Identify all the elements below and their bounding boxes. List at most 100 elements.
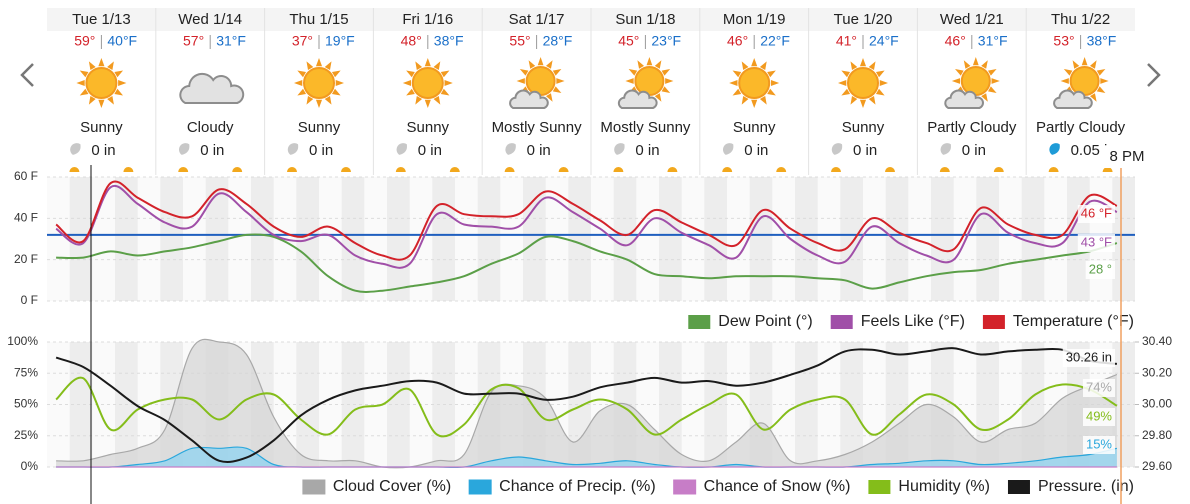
y-tick-label: 25% — [14, 428, 38, 442]
condition: Sunny — [733, 119, 776, 136]
sun-ray — [1060, 78, 1069, 84]
plot-stripe — [976, 342, 999, 467]
sun-ray — [519, 69, 529, 76]
high-temp: 46° — [727, 33, 748, 49]
y-tick-label: 50% — [14, 397, 38, 411]
sun-ray — [433, 95, 441, 105]
sun-ray — [879, 79, 888, 87]
sun-ray — [741, 95, 749, 105]
sun-ray — [859, 58, 867, 67]
plot-stripe — [69, 177, 93, 301]
end-label: 46 °F — [1081, 205, 1112, 220]
legend-swatch — [982, 315, 1005, 329]
sun-ray — [545, 60, 553, 69]
end-label-bg — [1077, 234, 1115, 252]
sun-ray — [665, 78, 674, 84]
cloud-icon — [1053, 89, 1093, 109]
sunset-icon — [993, 167, 1004, 172]
sunrise-icon — [504, 167, 515, 172]
legend-label: Temperature (°F) — [1013, 313, 1134, 330]
series-line — [55, 376, 1118, 438]
precip-amount: 0 in — [962, 142, 986, 159]
sunrise-icon — [831, 167, 841, 172]
sun-ray — [528, 60, 536, 69]
sun-ray — [331, 88, 341, 96]
legend-label: Pressure. (in) — [1038, 478, 1134, 495]
sunrise-icon — [287, 167, 297, 172]
sun-ray — [98, 99, 105, 108]
sun-ray — [1100, 78, 1109, 84]
plot-stripe — [69, 342, 93, 467]
high-temp: 55° — [509, 33, 530, 49]
precip-drop — [722, 143, 734, 155]
series-line — [55, 180, 1118, 261]
cloud-icon — [617, 89, 658, 109]
legend-swatch — [302, 479, 326, 495]
sun-ray — [335, 79, 344, 87]
sun-icon — [838, 58, 888, 108]
y2-tick-label: 30.20 — [1142, 365, 1172, 379]
end-label: 43 °F — [1081, 234, 1112, 249]
plot-stripe — [795, 177, 818, 301]
y2-tick-label: 29.60 — [1142, 459, 1172, 473]
sun-ray — [79, 88, 89, 96]
condition: Sunny — [407, 119, 450, 136]
plot-stripe — [568, 177, 591, 301]
area-fill — [56, 447, 1117, 468]
sun-ray — [107, 61, 114, 71]
sun-ray — [661, 69, 671, 76]
sunset-icon — [558, 167, 569, 172]
sun-ray — [415, 61, 423, 71]
high-temp: 45° — [618, 33, 639, 49]
sun-icon — [76, 58, 127, 108]
sun-disc — [303, 67, 335, 99]
sun-ray — [306, 95, 314, 105]
sun-ray — [759, 61, 767, 71]
plot-stripe — [115, 177, 138, 301]
sunset-icon — [123, 167, 134, 172]
sun-ray — [838, 79, 847, 87]
sun-ray — [1063, 69, 1073, 76]
sun-ray — [1081, 57, 1088, 66]
sun-ray — [646, 57, 653, 66]
y-tick-label: 40 F — [14, 211, 38, 225]
plot-stripe — [1112, 177, 1135, 301]
precip-drop — [396, 143, 408, 155]
sun-ray — [315, 58, 323, 67]
low-temp: 38°F — [434, 33, 464, 49]
sun-ray — [545, 93, 553, 102]
sun-ray — [406, 88, 415, 96]
series-line — [55, 184, 1118, 269]
y-tick-label: 100% — [7, 334, 38, 348]
precip-amount: 0 in — [527, 142, 551, 159]
sun-ray — [951, 78, 961, 84]
precip-amount: 0 in — [853, 142, 877, 159]
area-fill — [56, 339, 1117, 468]
sun-ray — [741, 61, 749, 71]
sun-ray — [294, 79, 303, 87]
day-date: Fri 1/16 — [402, 11, 453, 28]
high-temp: 46° — [945, 33, 966, 49]
sun-ray — [552, 69, 562, 76]
sun-disc — [525, 66, 556, 96]
prev-arrow[interactable] — [20, 63, 34, 87]
next-arrow[interactable] — [1147, 63, 1161, 87]
sun-ray — [1096, 86, 1106, 93]
sunset-icon — [667, 167, 678, 172]
day-date: Sat 1/17 — [509, 11, 565, 28]
low-temp: 38°F — [1087, 33, 1117, 49]
sunrise-icon — [722, 167, 733, 172]
sun-ray — [297, 88, 307, 96]
legend-swatch — [830, 315, 853, 329]
plot-stripe — [477, 177, 501, 301]
plot-stripe — [341, 177, 365, 301]
legend-label: Dew Point (°) — [718, 313, 812, 330]
sun-ray — [850, 61, 858, 71]
cursor-label: 8 PM — [1109, 148, 1144, 165]
end-label: 74% — [1086, 379, 1112, 394]
plot-stripe — [659, 177, 682, 301]
precip-drop — [831, 143, 843, 155]
sun-ray — [552, 86, 562, 93]
end-label: 30.26 in — [1066, 349, 1112, 364]
